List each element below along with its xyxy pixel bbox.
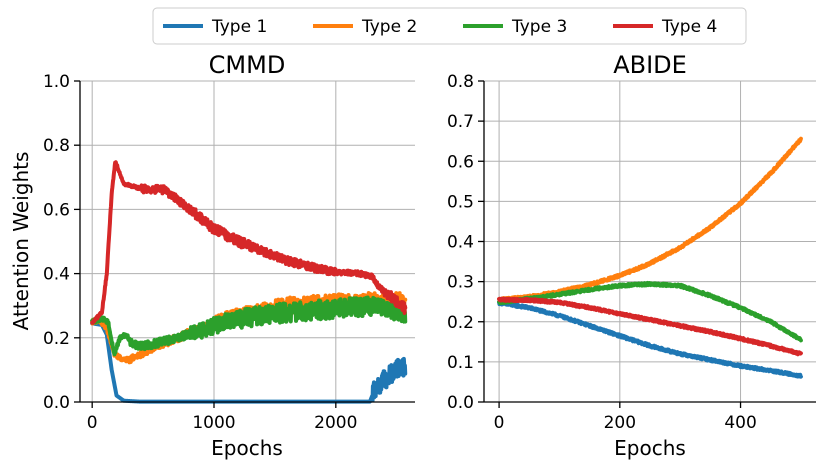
y-axis-label: Attention Weights xyxy=(9,152,33,331)
legend-label-type-4: Type 4 xyxy=(661,17,717,37)
legend-frame xyxy=(152,7,747,45)
y-tick-label: 0.4 xyxy=(447,233,474,253)
y-tick-label: 0.0 xyxy=(447,393,474,413)
series-line-type-1 xyxy=(90,321,408,404)
y-tick-label: 0.4 xyxy=(43,265,70,285)
x-tick-label: 400 xyxy=(724,413,756,433)
x-tick-label: 0 xyxy=(87,413,98,433)
chart-title-cmmd: CMMD xyxy=(209,51,286,79)
y-tick-label: 0.2 xyxy=(447,313,474,333)
legend-label-type-2: Type 2 xyxy=(361,17,417,37)
y-tick-label: 0.8 xyxy=(447,72,474,92)
x-axis-label-abide: Epochs xyxy=(614,436,686,460)
plot-area-abide: 0 200 400 0.0 0.1 0.2 0.3 0.4 0.5 0.6 0.7 0.8 xyxy=(447,72,816,433)
y-tick-label: 0.6 xyxy=(43,200,70,220)
y-tick-label: 0.3 xyxy=(447,273,474,293)
x-tick-label: 200 xyxy=(604,413,636,433)
y-tick-label: 0.2 xyxy=(43,329,70,349)
series-line-type-1 xyxy=(497,300,803,379)
series-line-type-3 xyxy=(90,295,408,357)
x-axis-label-cmmd: Epochs xyxy=(211,436,283,460)
y-tick-label: 0.1 xyxy=(447,353,474,373)
y-tick-label: 0.0 xyxy=(43,393,70,413)
series-line-type-4 xyxy=(497,296,803,357)
legend: Type 1 Type 2 Type 3 Type 4 xyxy=(152,7,747,45)
legend-label-type-1: Type 1 xyxy=(211,17,267,37)
y-tick-label: 1.0 xyxy=(43,72,70,92)
y-tick-label: 0.5 xyxy=(447,192,474,212)
series-line-type-3 xyxy=(497,280,803,343)
x-tick-label: 2000 xyxy=(314,413,357,433)
x-tick-label: 1000 xyxy=(192,413,235,433)
y-tick-label: 0.6 xyxy=(447,152,474,172)
chart-title-abide: ABIDE xyxy=(613,51,687,79)
y-tick-label: 0.7 xyxy=(447,112,474,132)
plot-area-cmmd: 0 1000 2000 0.0 0.2 0.4 0.6 0.8 1.0 xyxy=(43,72,415,433)
x-tick-label: 0 xyxy=(494,413,505,433)
series-line-type-2 xyxy=(497,136,803,303)
series-line-type-4 xyxy=(90,160,408,325)
y-tick-label: 0.8 xyxy=(43,136,70,156)
legend-label-type-3: Type 3 xyxy=(511,17,567,37)
